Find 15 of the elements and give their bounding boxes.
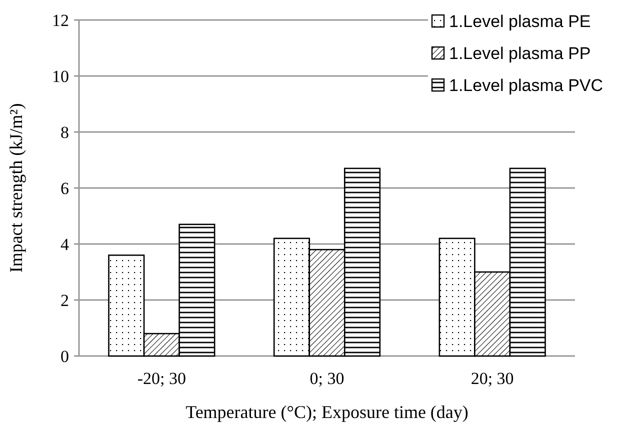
legend-label: 1.Level plasma PVC: [449, 76, 604, 95]
y-tick-label: 0: [60, 346, 69, 366]
y-tick-label: 8: [60, 122, 69, 142]
legend-label: 1.Level plasma PE: [449, 12, 591, 31]
y-tick-label: 4: [60, 234, 70, 254]
y-axis-title: Impact strength (kJ/m²): [6, 103, 26, 273]
x-tick-label: 0; 30: [310, 369, 344, 388]
y-tick-label: 12: [52, 10, 69, 30]
x-tick-label: -20; 30: [137, 369, 186, 388]
legend-label: 1.Level plasma PP: [449, 44, 591, 63]
y-tick-label: 6: [60, 178, 69, 198]
y-tick-label: 10: [52, 66, 69, 86]
y-tick-label: 2: [60, 290, 69, 310]
x-axis-title: Temperature (°C); Exposure time (day): [186, 402, 468, 422]
x-tick-label: 20; 30: [470, 369, 514, 388]
